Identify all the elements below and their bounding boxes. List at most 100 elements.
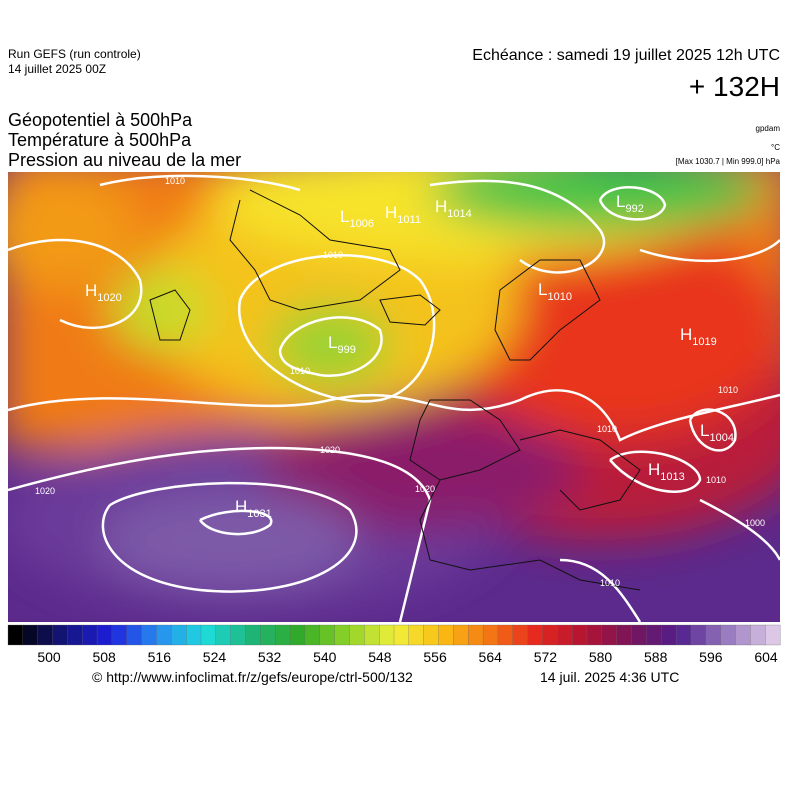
colorbar-swatch [289, 624, 306, 646]
center-value: 1013 [660, 471, 684, 483]
colorbar-swatch [22, 624, 39, 646]
colorbar-swatch [393, 624, 410, 646]
center-type: H [680, 325, 692, 344]
pressure-center: H1020 [85, 281, 122, 304]
colorbar-swatch [37, 624, 53, 646]
colorbar-swatch [586, 624, 603, 646]
title-temperature: Température à 500hPa [8, 130, 192, 150]
colorbar-swatch [334, 624, 350, 646]
colorbar-swatch [631, 624, 647, 646]
lead-time: + 132H [689, 71, 780, 102]
pressure-center: H1011 [385, 203, 421, 226]
colorbar-swatch [260, 624, 276, 646]
isobar-label: 1020 [320, 445, 340, 455]
colorbar-swatch [482, 624, 499, 646]
center-value: 1004 [709, 432, 733, 444]
colorbar-swatch [82, 624, 98, 646]
colorbar-tick-label: 508 [92, 649, 116, 665]
center-value: 1031 [247, 508, 271, 520]
run-date: 14 juillet 2025 00Z [8, 62, 106, 76]
colorbar-swatch [67, 624, 83, 646]
center-value: 992 [625, 203, 643, 215]
title-geopotential: Géopotentiel à 500hPa [8, 110, 193, 130]
pressure-center: L1006 [340, 207, 374, 230]
source-url: © http://www.infoclimat.fr/z/gefs/europe… [92, 669, 413, 685]
colorbar-tick-label: 516 [148, 649, 172, 665]
colorbar-tick-label: 556 [423, 649, 447, 665]
center-value: 1014 [447, 208, 471, 220]
colorbar-swatch [557, 624, 573, 646]
colorbar-swatch [572, 624, 588, 646]
colorbar-swatch [275, 624, 291, 646]
colorbar-swatch [661, 624, 677, 646]
colorbar-swatch [126, 624, 143, 646]
colorbar-swatch [705, 624, 722, 646]
colorbar-tick-label: 588 [644, 649, 668, 665]
colorbar-swatch [215, 624, 232, 646]
pressure-center: L992 [616, 192, 644, 215]
isobar-label: 1010 [290, 366, 310, 376]
pressure-center: H1031 [235, 497, 272, 520]
colorbar-swatch [230, 624, 246, 646]
run-label: Run GEFS (run controle) [8, 47, 141, 61]
center-value: 1020 [97, 292, 121, 304]
isobar-label: 1010 [165, 176, 185, 186]
colorbar-swatch [453, 624, 469, 646]
map [8, 172, 780, 622]
colorbar-tick-label: 540 [313, 649, 337, 665]
center-value: 999 [337, 344, 355, 356]
colorbar-swatch [200, 624, 217, 646]
colorbar-swatch [111, 624, 128, 646]
center-type: L [340, 207, 349, 226]
colorbar-tick-label: 524 [203, 649, 227, 665]
colorbar-swatch [364, 624, 380, 646]
isobar-label: 1010 [323, 250, 343, 260]
unit-gpdam: gpdam [756, 124, 781, 133]
colorbar-tick-label: 564 [479, 649, 503, 665]
colorbar-swatch [379, 624, 395, 646]
colorbar-tick-label: 572 [534, 649, 558, 665]
isobar-label: 1010 [706, 475, 726, 485]
colorbar-swatch [616, 624, 632, 646]
colorbar-swatch [245, 624, 261, 646]
colorbar-tick-label: 500 [37, 649, 61, 665]
colorbar-swatch [96, 624, 113, 646]
colorbar-swatch [468, 624, 484, 646]
colorbar-tick-label: 532 [258, 649, 282, 665]
isobars [8, 174, 780, 622]
unit-pressure: [Max 1030.7 | Min 999.0] hPa [676, 157, 781, 166]
colorbar-swatch [735, 624, 751, 646]
generated-time: 14 juil. 2025 4:36 UTC [540, 669, 679, 685]
colorbar-swatch [720, 624, 736, 646]
center-value: 1010 [547, 291, 571, 303]
colorbar-swatch [52, 624, 68, 646]
center-type: H [235, 497, 247, 516]
colorbar-swatch [750, 624, 766, 646]
center-type: H [435, 197, 447, 216]
pressure-center: H1014 [435, 197, 472, 220]
center-type: H [85, 281, 97, 300]
pressure-center: H1019 [680, 325, 717, 348]
colorbar-tick-label: 548 [368, 649, 392, 665]
pressure-center: L1010 [538, 280, 572, 303]
colorbar-swatch [304, 624, 321, 646]
colorbar-swatch [542, 624, 558, 646]
isobar-label: 1020 [415, 484, 435, 494]
isobar-label: 1010 [718, 385, 738, 395]
center-value: 1011 [397, 214, 421, 226]
pressure-center: L1004 [700, 421, 734, 444]
colorbar-tick-label: 604 [754, 649, 778, 665]
colorbar-swatch [690, 624, 707, 646]
title-pressure: Pression au niveau de la mer [8, 150, 241, 170]
colorbar-tick-label: 580 [589, 649, 613, 665]
center-type: H [648, 460, 660, 479]
colorbar-tick-label: 596 [699, 649, 723, 665]
colorbar: 500 508 516 524 532 540 548 556 564 572 580 588 596 6… [7, 624, 781, 665]
isobar-label: 1000 [745, 518, 765, 528]
pressure-center: L999 [328, 333, 356, 356]
colorbar-swatch [423, 624, 439, 646]
coastlines [149, 189, 641, 591]
colorbar-swatch [408, 624, 425, 646]
colorbar-swatch [156, 624, 172, 646]
